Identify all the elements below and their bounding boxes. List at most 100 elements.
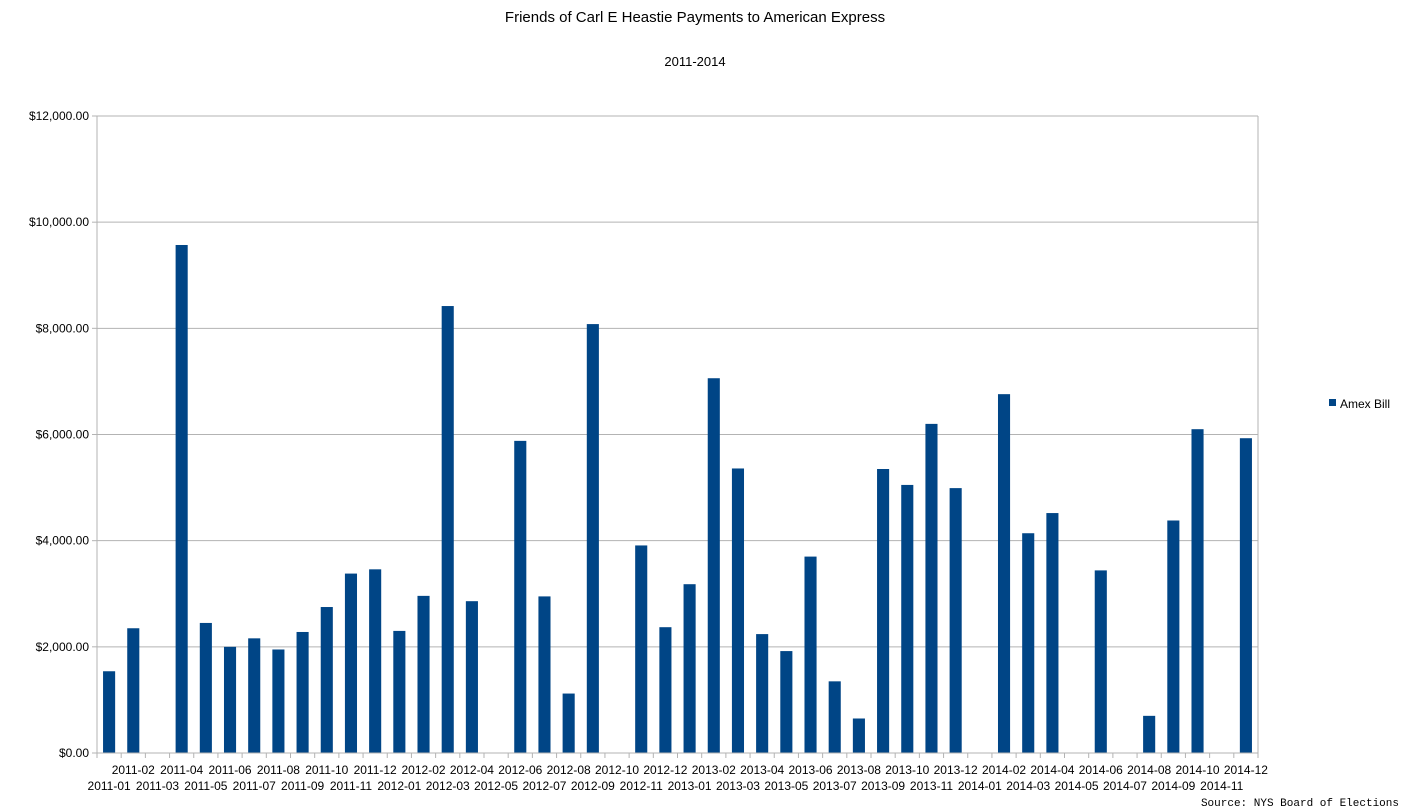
x-tick-label: 2011-10 xyxy=(305,763,348,777)
x-tick-label: 2013-09 xyxy=(861,779,905,793)
x-tick-label: 2014-01 xyxy=(958,779,1002,793)
legend: Amex Bill xyxy=(1329,397,1390,411)
bar-2013-09 xyxy=(877,469,890,753)
legend-swatch xyxy=(1329,399,1336,406)
y-tick-label: $6,000.00 xyxy=(36,428,90,442)
bar-2013-05 xyxy=(780,651,793,753)
bar-2012-04 xyxy=(465,601,478,753)
x-tick-label: 2014-04 xyxy=(1030,763,1074,777)
chart-subtitle: 2011-2014 xyxy=(664,54,725,69)
bar-2012-07 xyxy=(538,596,551,753)
x-tick-label: 2013-10 xyxy=(885,763,929,777)
x-tick-label: 2011-11 xyxy=(330,779,373,793)
x-tick-label: 2012-11 xyxy=(620,779,663,793)
x-tick-label: 2014-05 xyxy=(1055,779,1099,793)
bar-2012-08 xyxy=(562,693,575,753)
y-tick-label: $4,000.00 xyxy=(36,534,90,548)
bar-2013-10 xyxy=(901,484,914,753)
x-tick-label: 2014-09 xyxy=(1151,779,1195,793)
bar-2011-05 xyxy=(199,622,212,753)
x-tick-label: 2012-05 xyxy=(474,779,518,793)
x-tick-label: 2012-09 xyxy=(571,779,615,793)
bar-2013-07 xyxy=(828,681,841,753)
bar-2014-04 xyxy=(1046,513,1059,753)
x-tick-label: 2013-03 xyxy=(716,779,760,793)
x-tick-label: 2011-03 xyxy=(136,779,179,793)
x-tick-label: 2011-08 xyxy=(257,763,300,777)
bar-2012-09 xyxy=(586,324,599,753)
y-tick-label: $12,000.00 xyxy=(29,109,89,123)
x-tick-label: 2013-01 xyxy=(668,779,712,793)
axes xyxy=(92,115,1259,758)
x-tick-label: 2011-09 xyxy=(281,779,324,793)
bar-2013-11 xyxy=(925,423,938,753)
bar-2013-04 xyxy=(756,634,769,753)
y-tick-label: $0.00 xyxy=(59,746,89,760)
bar-2013-06 xyxy=(804,556,817,753)
bar-2011-12 xyxy=(369,569,382,753)
x-tick-label: 2012-01 xyxy=(377,779,421,793)
y-tick-label: $8,000.00 xyxy=(36,321,90,335)
bar-2012-12 xyxy=(659,627,672,753)
bar-2011-06 xyxy=(223,646,237,753)
x-axis-tick-labels: 2011-01 2011-02 2011-03 2011-04 2011-05 2011-… xyxy=(88,763,1269,793)
x-tick-label: 2012-12 xyxy=(643,763,687,777)
x-tick-label: 2011-02 xyxy=(112,763,155,777)
y-tick-label: $2,000.00 xyxy=(36,640,90,654)
x-tick-label: 2014-12 xyxy=(1224,763,1268,777)
x-tick-label: 2014-03 xyxy=(1006,779,1050,793)
y-tick-label: $10,000.00 xyxy=(29,215,89,229)
x-tick-label: 2013-07 xyxy=(813,779,857,793)
bar-2013-02 xyxy=(707,378,720,753)
x-tick-label: 2012-07 xyxy=(522,779,566,793)
bar-2011-10 xyxy=(320,607,333,753)
x-tick-label: 2012-04 xyxy=(450,763,494,777)
bar-2012-01 xyxy=(393,630,406,753)
x-tick-label: 2014-10 xyxy=(1176,763,1220,777)
legend-label-amex-bill: Amex Bill xyxy=(1340,397,1390,411)
bar-2012-06 xyxy=(514,440,527,753)
bar-2012-11 xyxy=(635,545,648,753)
x-tick-label: 2011-04 xyxy=(160,763,203,777)
x-tick-label: 2012-03 xyxy=(426,779,470,793)
y-axis-tick-labels: $0.00 $2,000.00 $4,000.00 $6,000.00 $8,000.0… xyxy=(29,109,89,760)
x-tick-label: 2014-08 xyxy=(1127,763,1171,777)
x-tick-label: 2012-08 xyxy=(547,763,591,777)
bar-2014-08 xyxy=(1143,715,1156,753)
bar-2011-01 xyxy=(103,671,116,753)
x-tick-label: 2013-06 xyxy=(789,763,833,777)
x-tick-label: 2011-12 xyxy=(354,763,397,777)
x-tick-label: 2014-11 xyxy=(1200,779,1243,793)
x-tick-label: 2014-02 xyxy=(982,763,1026,777)
bar-2014-10 xyxy=(1191,429,1204,753)
x-tick-label: 2013-11 xyxy=(910,779,953,793)
bar-2013-08 xyxy=(852,718,865,753)
x-tick-label: 2011-06 xyxy=(208,763,251,777)
bar-2014-12 xyxy=(1239,438,1252,753)
x-tick-label: 2013-02 xyxy=(692,763,736,777)
x-tick-label: 2012-06 xyxy=(498,763,542,777)
bars xyxy=(103,244,1252,753)
bar-2011-09 xyxy=(296,631,309,753)
bar-2014-03 xyxy=(1022,533,1035,753)
x-tick-label: 2013-12 xyxy=(934,763,978,777)
x-tick-label: 2013-05 xyxy=(764,779,808,793)
x-tick-label: 2013-08 xyxy=(837,763,881,777)
bar-2011-02 xyxy=(127,628,140,753)
gridlines xyxy=(97,115,1258,754)
x-tick-label: 2012-02 xyxy=(402,763,446,777)
bar-2014-09 xyxy=(1167,520,1180,753)
x-tick-label: 2011-07 xyxy=(233,779,276,793)
x-tick-label: 2011-05 xyxy=(184,779,227,793)
source-note: Source: NYS Board of Elections xyxy=(1201,798,1399,810)
bar-2013-01 xyxy=(683,584,696,753)
bar-2011-11 xyxy=(344,573,358,753)
bar-2012-03 xyxy=(441,306,454,753)
chart-title: Friends of Carl E Heastie Payments to Am… xyxy=(505,9,885,26)
x-tick-label: 2013-04 xyxy=(740,763,784,777)
x-tick-label: 2014-06 xyxy=(1079,763,1123,777)
bar-2011-04 xyxy=(175,244,188,753)
bar-2011-07 xyxy=(248,638,261,753)
bar-2012-02 xyxy=(417,595,430,753)
